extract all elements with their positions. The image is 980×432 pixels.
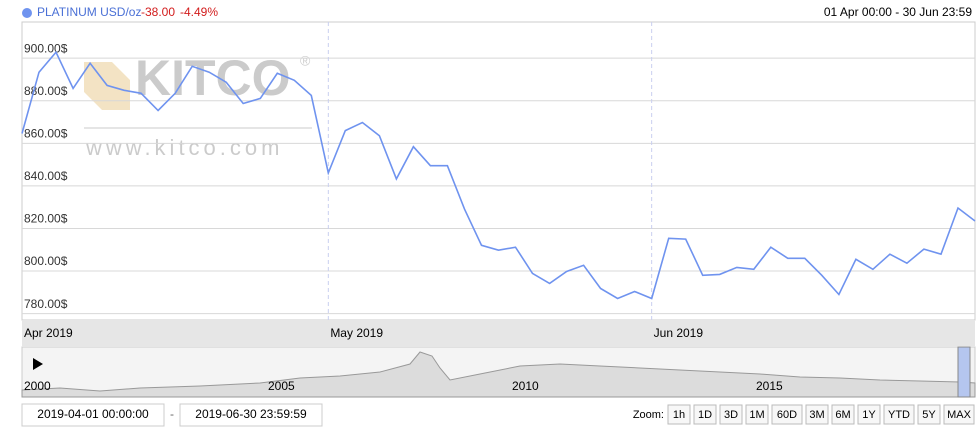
zoom-button[interactable] xyxy=(667,404,691,425)
y-tick-label: 800.00$ xyxy=(24,254,68,268)
zoom-button-label: 3M xyxy=(809,409,824,421)
zoom-button-label: 1D xyxy=(698,409,712,421)
series-dot xyxy=(22,8,32,18)
separator: - xyxy=(170,407,174,421)
plot: 780.00$ 800.00$ 820.00$ 840.00$ 860.00$ 880.0… xyxy=(21,22,976,320)
zoom-button-label: MAX xyxy=(947,409,972,421)
navigator-label: 2010 xyxy=(512,379,539,393)
zoom-label: Zoom: xyxy=(633,409,664,421)
to-input[interactable] xyxy=(179,403,323,427)
change-pct: -4.49% xyxy=(180,5,218,19)
navigator-handle[interactable] xyxy=(957,346,971,398)
zoom-button[interactable] xyxy=(771,404,803,425)
zoom-button-label: 5Y xyxy=(922,409,936,421)
zoom-button[interactable] xyxy=(917,404,941,425)
from-input[interactable] xyxy=(21,403,165,427)
date-range: 01 Apr 00:00 - 30 Jun 23:59 xyxy=(824,5,972,19)
navigator-label: 2015 xyxy=(756,379,783,393)
zoom-button[interactable] xyxy=(943,404,975,425)
zoom-button[interactable] xyxy=(805,404,829,425)
registered: ® xyxy=(300,53,311,69)
x-axis: Apr 2019 May 2019 Jun 2019 xyxy=(24,326,703,340)
zoom-button[interactable] xyxy=(857,404,881,425)
zoom-button-label: 1Y xyxy=(862,409,876,421)
y-tick-label: 780.00$ xyxy=(24,297,68,311)
zoom-button-label: 3D xyxy=(724,409,738,421)
x-tick-label: Jun 2019 xyxy=(654,326,704,340)
zoom-button[interactable] xyxy=(831,404,855,425)
change: -38.00 xyxy=(141,5,175,19)
y-tick-label: 840.00$ xyxy=(24,169,68,183)
y-tick-label: 880.00$ xyxy=(24,84,68,98)
x-tick-label: Apr 2019 xyxy=(24,326,73,340)
zoom-button-label: 1M xyxy=(749,409,764,421)
zoom-button[interactable] xyxy=(745,404,769,425)
navigator-label: 2005 xyxy=(268,379,295,393)
zoom-button[interactable] xyxy=(693,404,717,425)
zoom-button-label: 1h xyxy=(673,409,685,421)
y-tick-label: 860.00$ xyxy=(24,127,68,141)
url: www.kitco.com xyxy=(85,135,283,160)
zoom-button-label: 6M xyxy=(835,409,850,421)
play-button[interactable] xyxy=(33,358,43,370)
controls: 2019-04-01 00:00:00 - 2019-06-30 23:59:5… xyxy=(21,403,975,427)
y-tick-label: 900.00$ xyxy=(24,41,68,55)
y-tick-label: 820.00$ xyxy=(24,212,68,226)
symbol: PLATINUM USD/oz xyxy=(37,5,141,19)
zoom-button[interactable] xyxy=(719,404,743,425)
from-date: 2019-04-01 00:00:00 xyxy=(37,407,149,421)
navigator-labels: 2000 2005 2010 2015 xyxy=(24,379,783,393)
x-axis-band xyxy=(22,320,975,346)
navigator-label: 2000 xyxy=(24,379,51,393)
x-tick-label: May 2019 xyxy=(330,326,383,340)
zoom-button-label: YTD xyxy=(888,409,910,421)
to-date: 2019-06-30 23:59:59 xyxy=(195,407,307,421)
navigator-series xyxy=(21,351,976,398)
zoom-button[interactable] xyxy=(883,404,915,425)
brand: KITCO xyxy=(135,50,291,106)
price-line xyxy=(21,50,976,300)
zoom-button-label: 60D xyxy=(777,409,797,421)
